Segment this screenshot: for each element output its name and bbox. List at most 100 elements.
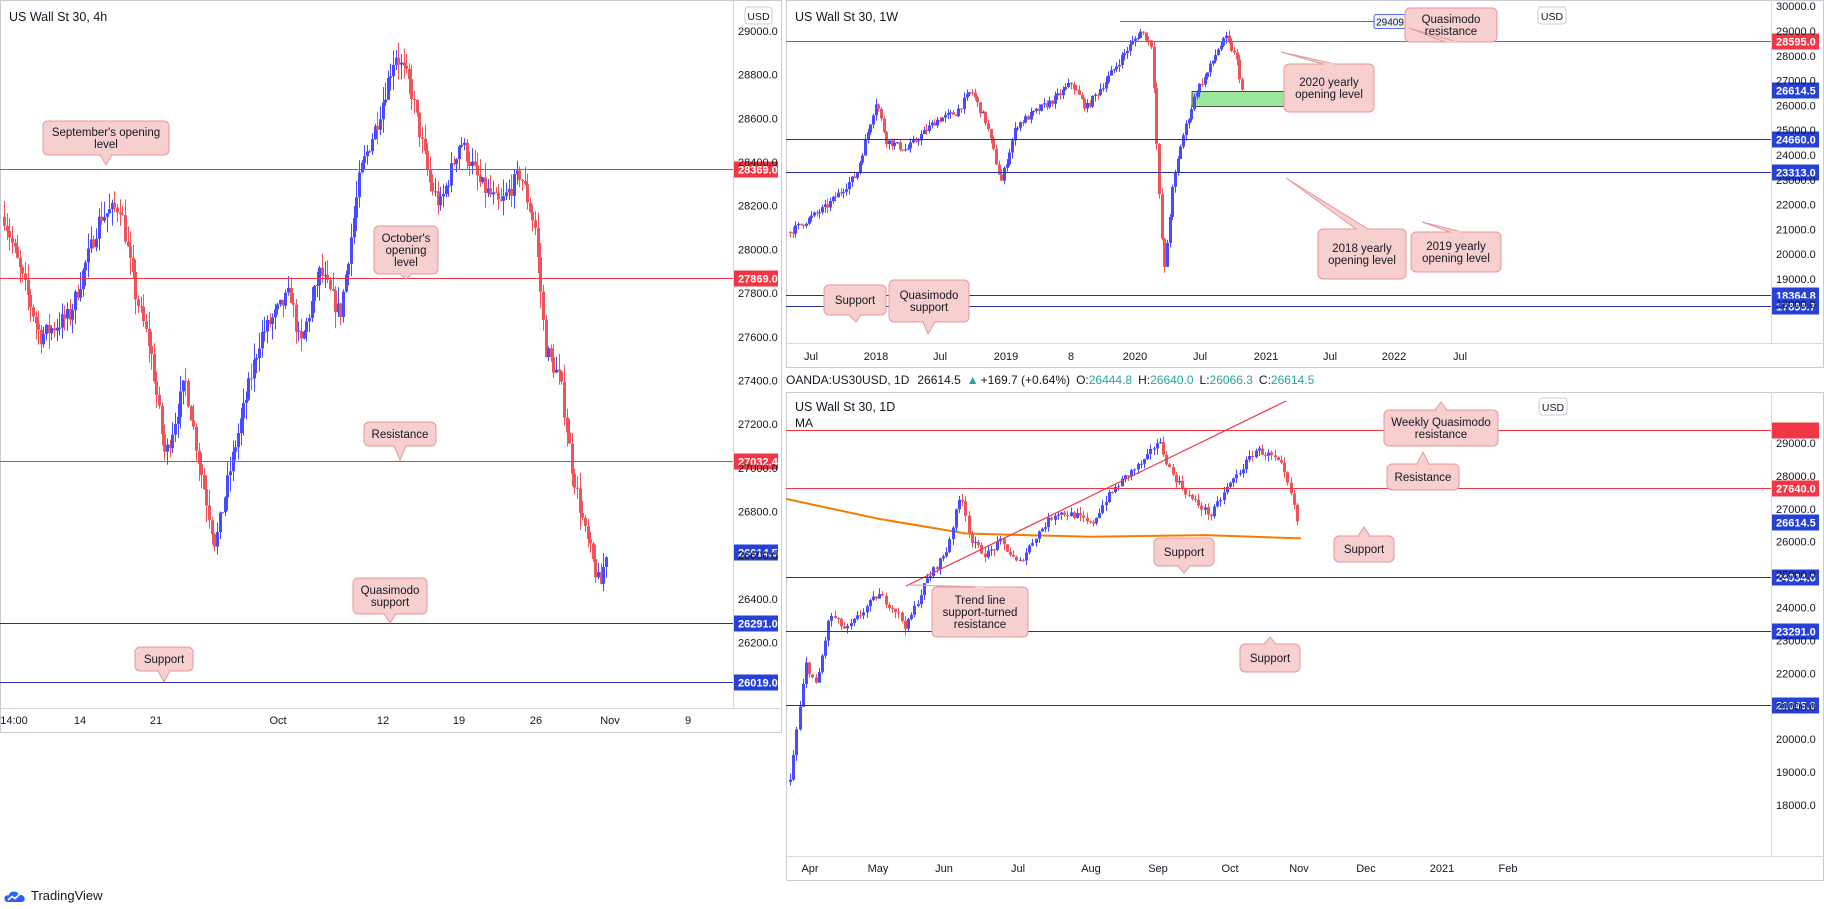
candle-body (1216, 501, 1219, 507)
callout-text: Support (835, 295, 876, 307)
candle-body (923, 583, 926, 596)
candle-body (1082, 515, 1085, 518)
candle-body (1153, 448, 1156, 450)
candle-body (851, 176, 854, 183)
candle-body (1038, 531, 1041, 539)
candle-body (32, 307, 35, 317)
trend-line[interactable] (905, 400, 1287, 587)
candle-body (90, 239, 93, 249)
candle-body (1059, 93, 1062, 96)
candle-body (1032, 110, 1035, 113)
candle-body (891, 607, 894, 609)
currency-badge[interactable] (1537, 6, 1567, 25)
chart-weekly-svg[interactable]: 2940928595.024660.023313.018364.817899.7… (786, 0, 1824, 368)
candle-body (910, 614, 913, 620)
candle-body (35, 316, 38, 324)
candle-body (213, 534, 216, 547)
candle-body (518, 170, 521, 180)
annotation-callout[interactable]: September's opening level (42, 120, 170, 166)
candle-body (308, 318, 311, 322)
x-tick-label: 14 (74, 715, 86, 727)
candle-body (79, 289, 82, 298)
candle-body (955, 114, 958, 117)
candle-body (867, 132, 870, 140)
y-tick-label: 27000.0 (738, 463, 778, 475)
level-price-tag (1772, 131, 1819, 148)
annotation-callout[interactable]: October's opening level (373, 225, 439, 280)
moving-average-line[interactable] (785, 497, 1302, 540)
candle-body (869, 600, 872, 607)
candle-body (247, 378, 250, 400)
candle-body (539, 257, 542, 292)
candle-body (1022, 122, 1025, 124)
annotation-callout[interactable]: Quasimodo support (888, 279, 970, 336)
chart-daily-svg[interactable]: 27640.0 24934.0 23291.0 21045.0 26614.5 2900… (785, 392, 1824, 881)
candle-body (821, 655, 824, 672)
candle-body (429, 169, 432, 183)
candle-body (1134, 38, 1137, 41)
tradingview-logo[interactable]: TradingView (4, 888, 103, 903)
candle-body (1031, 543, 1034, 546)
candle-body (1150, 40, 1153, 47)
candle-body (1114, 487, 1117, 493)
candle-body (466, 142, 469, 162)
annotation-callout[interactable]: Support (823, 284, 887, 323)
x-tick-label: 2021 (1254, 351, 1278, 363)
annotation-callout[interactable]: Resistance (1386, 450, 1460, 491)
annotation-callout[interactable]: Weekly Quasimodo resistance (1383, 401, 1499, 447)
candle-body (957, 108, 960, 117)
candle-body (987, 550, 990, 558)
candle-body (560, 371, 563, 382)
annotation-callout[interactable]: Quasimodo support (352, 577, 428, 624)
annotation-callout[interactable]: 2020 yearly opening level (1280, 51, 1375, 113)
candle-body (1092, 521, 1095, 524)
level-price-label: 27869.0 (738, 274, 778, 286)
candle-body (1047, 517, 1050, 528)
chart-4h-svg[interactable]: 28369.0 27869.0 27032.4 26291.0 26019.0 26614… (0, 0, 782, 733)
candle-body (1158, 144, 1161, 195)
callout-text: 2018 yearly opening level (1328, 243, 1396, 267)
candle-body (1105, 82, 1108, 89)
x-tick-label: Nov (600, 715, 620, 727)
annotation-callout[interactable]: Support (1239, 636, 1301, 673)
annotation-callout[interactable]: Quasimodo resistance (1404, 7, 1498, 43)
candle-body (945, 552, 948, 557)
candle-body (1131, 40, 1134, 45)
candle-body (495, 192, 498, 194)
callout-text: Resistance (1395, 472, 1452, 484)
chart-panel-daily: 27640.0 24934.0 23291.0 21045.0 26614.5 2900… (785, 392, 1824, 881)
candle-body (171, 434, 174, 448)
candle-body (1242, 469, 1245, 474)
candle-body (58, 327, 61, 329)
candle-body (987, 123, 990, 130)
annotation-callout[interactable]: Support (1153, 537, 1215, 574)
candle-body (939, 119, 942, 122)
candle-body (1121, 55, 1124, 66)
candle-body (558, 369, 561, 372)
annotation-callout[interactable]: 2018 yearly opening level (1285, 177, 1407, 280)
candle-body (1233, 50, 1236, 53)
y-tick-label: 20000.0 (1776, 734, 1816, 746)
candle-body (1185, 123, 1188, 136)
y-tick-label: 21000.0 (1776, 701, 1816, 713)
currency-label: USD (1541, 11, 1564, 23)
candle-body (843, 626, 846, 629)
annotation-callout[interactable]: Resistance (363, 421, 437, 462)
candle-body (982, 111, 985, 114)
currency-badge[interactable] (1538, 397, 1568, 416)
annotation-callout[interactable]: 2019 yearly opening level (1410, 221, 1502, 273)
annotation-callout[interactable]: Trend line support-turned resistance (907, 584, 1029, 638)
candle-body (187, 380, 190, 407)
candle-body (376, 125, 379, 130)
currency-badge[interactable] (744, 6, 773, 25)
candle-body (271, 317, 274, 325)
y-tick-label: 22000.0 (1776, 200, 1816, 212)
candle-body (974, 92, 977, 98)
annotation-callout[interactable]: Support (134, 646, 194, 684)
candle-body (1286, 472, 1289, 483)
candle-body (1070, 82, 1073, 85)
candle-body (71, 310, 74, 320)
annotation-callout[interactable]: Support (1333, 526, 1395, 563)
candle-body (1040, 104, 1043, 111)
candle-body (108, 209, 111, 214)
